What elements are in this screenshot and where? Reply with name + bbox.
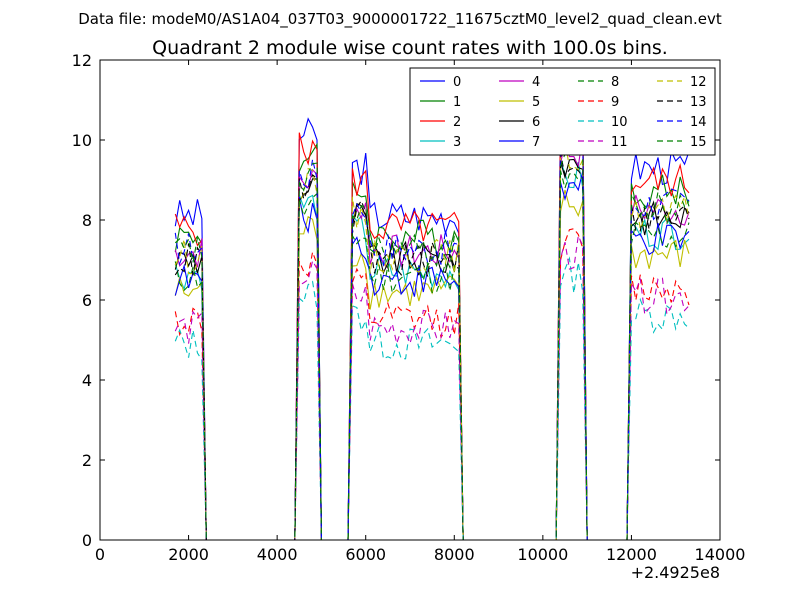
y-tick-label: 6 <box>82 291 92 310</box>
x-tick-label: 6000 <box>345 545 386 564</box>
series-line-15 <box>174 148 690 541</box>
legend-label-10: 10 <box>611 115 628 130</box>
x-tick-label: 0 <box>95 545 105 564</box>
legend-label-8: 8 <box>611 75 619 90</box>
y-tick-label: 10 <box>72 131 92 150</box>
y-tick-label: 0 <box>82 531 92 550</box>
series-line-8 <box>174 170 690 541</box>
legend-label-5: 5 <box>532 95 540 110</box>
y-tick-label: 12 <box>72 51 92 70</box>
series-line-7 <box>174 171 690 541</box>
x-tick-label: 8000 <box>434 545 475 564</box>
series-line-6 <box>174 158 690 541</box>
y-tick-label: 2 <box>82 451 92 470</box>
x-tick-label: 12000 <box>606 545 657 564</box>
legend-label-4: 4 <box>532 75 540 90</box>
chart-title: Quadrant 2 module wise count rates with … <box>152 37 668 59</box>
x-tick-label: 10000 <box>517 545 568 564</box>
legend-label-6: 6 <box>532 115 540 130</box>
legend-label-9: 9 <box>611 95 619 110</box>
legend-label-7: 7 <box>532 135 540 150</box>
series-line-3 <box>174 160 690 541</box>
series-line-12 <box>174 139 690 541</box>
legend-label-0: 0 <box>453 75 461 90</box>
legend-label-11: 11 <box>611 135 628 150</box>
x-tick-label: 4000 <box>257 545 298 564</box>
series-line-5 <box>174 189 690 541</box>
legend-label-2: 2 <box>453 115 461 130</box>
legend-label-3: 3 <box>453 135 461 150</box>
x-tick-label: 14000 <box>695 545 746 564</box>
series-line-11 <box>174 234 690 541</box>
legend-box <box>409 67 716 156</box>
series-line-14 <box>174 131 690 541</box>
figure-suptitle: Data file: modeM0/AS1A04_037T03_90000017… <box>78 10 722 29</box>
legend-label-13: 13 <box>690 95 707 110</box>
x-tick-label: 2000 <box>168 545 209 564</box>
legend-label-14: 14 <box>690 115 707 130</box>
series-line-10 <box>174 256 690 541</box>
series-line-9 <box>174 228 690 541</box>
legend-label-15: 15 <box>690 135 707 150</box>
x-offset-label: +2.4925e8 <box>631 563 720 582</box>
legend-label-1: 1 <box>453 95 461 110</box>
y-tick-label: 4 <box>82 371 92 390</box>
y-tick-label: 8 <box>82 211 92 230</box>
axis-ticks: 0 2000 4000 6000 8000 10000 12000 1400002468101… <box>72 51 746 564</box>
legend-label-12: 12 <box>690 75 707 90</box>
series-line-4 <box>174 135 690 541</box>
